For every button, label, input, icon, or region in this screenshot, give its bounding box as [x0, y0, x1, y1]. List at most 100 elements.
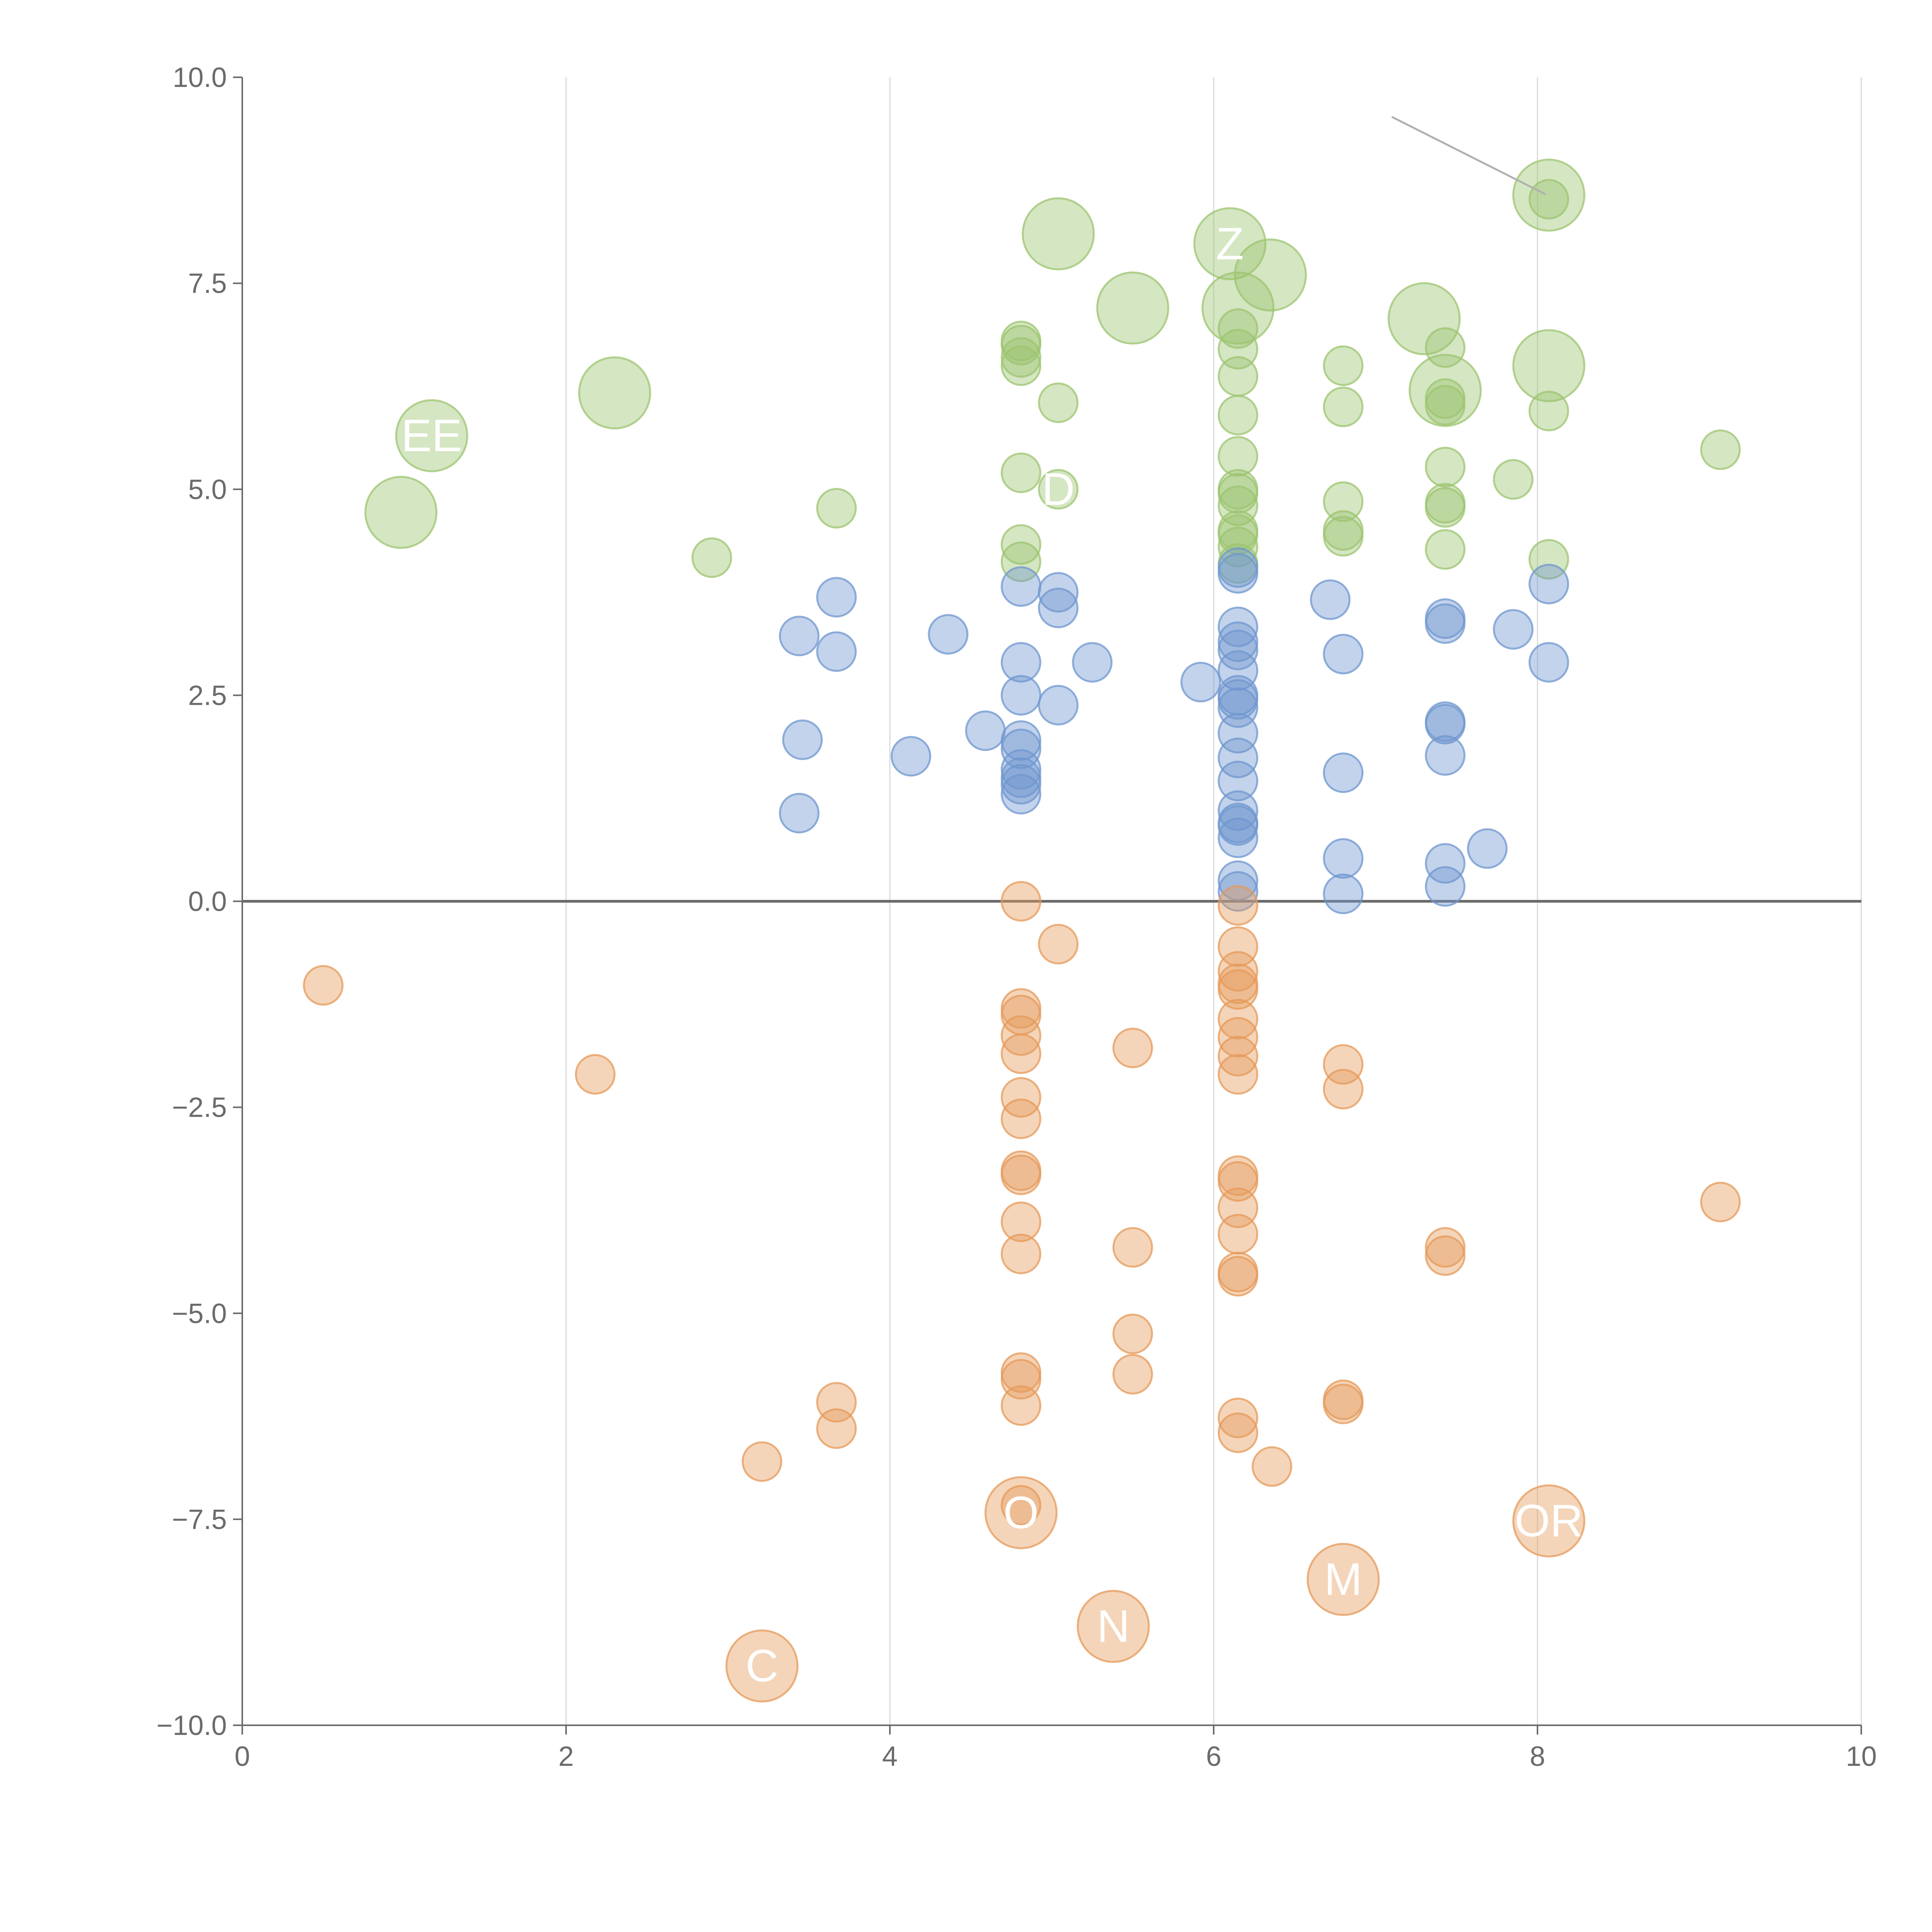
- bubble-low: [1038, 923, 1079, 964]
- bubble-low: [1218, 1214, 1259, 1255]
- y-tick-label: −5.0: [172, 1298, 227, 1329]
- bubble-low: [1700, 1182, 1741, 1223]
- bubble-high: [1000, 452, 1041, 493]
- bubble-high: [1000, 337, 1041, 378]
- bubble-label: M: [1324, 1554, 1362, 1605]
- bubble-high: [395, 399, 468, 473]
- bubble-high: [1000, 325, 1041, 366]
- bubble-label: EE: [401, 410, 462, 461]
- bubble-low: [1218, 926, 1259, 967]
- bubble-mid: [779, 616, 820, 656]
- bubble-mid: [1038, 572, 1079, 613]
- bubble-mid: [1180, 662, 1221, 702]
- bubble-low: [1000, 881, 1041, 922]
- axes: 10.0 7.5 5.0 2.5 0.0 −2.5 −5.0 −7.5 −10.0 0 2 4 6 8 10: [156, 62, 1877, 1772]
- bubble-high: [1388, 282, 1461, 355]
- bubble-low: [1000, 1015, 1041, 1056]
- bubble-high: [1425, 385, 1466, 426]
- bubble-mid: [965, 710, 1006, 751]
- y-tick-label: 5.0: [188, 474, 227, 505]
- bubble-high: [1038, 382, 1079, 423]
- bubble-high: [1512, 329, 1585, 402]
- bubble-labels: EE D Z C O N M OR: [401, 116, 1583, 1691]
- bubble-mid: [1425, 866, 1466, 907]
- bubble-low: [1218, 1036, 1259, 1077]
- bubble-mid: [1528, 563, 1569, 604]
- bubble-low: [1425, 1235, 1466, 1276]
- bubble-mid: [1218, 621, 1259, 662]
- bubble-mid: [816, 577, 857, 618]
- bubble-high: [1000, 524, 1041, 565]
- bubble-mid: [1425, 603, 1466, 644]
- y-tick-label: −7.5: [172, 1504, 227, 1535]
- bubble-low: [725, 1629, 799, 1702]
- y-tick-label: 7.5: [188, 268, 227, 299]
- bubble-label: D: [1042, 464, 1075, 515]
- bubble-low: [1218, 1398, 1259, 1439]
- x-tick-label: 0: [235, 1741, 250, 1772]
- bubble-mid: [1323, 752, 1364, 793]
- bubble-low: [1306, 1543, 1380, 1616]
- bubble-mid: [1072, 642, 1113, 683]
- bubble-mid: [779, 793, 820, 833]
- y-tick-label: −10.0: [156, 1710, 227, 1741]
- bubble-low: [1512, 1484, 1585, 1558]
- bubble-mid: [1218, 679, 1259, 720]
- bubble-mid: [1218, 760, 1259, 801]
- bubble-high: [1512, 158, 1585, 232]
- bubble-low: [1000, 1033, 1041, 1074]
- bubble-high: [1528, 539, 1569, 580]
- bubble-high: [1193, 207, 1267, 281]
- bubble-mid: [1310, 579, 1351, 620]
- bubble-label: Z: [1216, 218, 1244, 269]
- bubble-label: O: [1003, 1487, 1039, 1538]
- bubble-mid: [1323, 873, 1364, 914]
- bubble-mid: [1323, 838, 1364, 879]
- bubble-mid: [816, 631, 857, 672]
- bubble-high: [1425, 487, 1466, 528]
- bubble-low: [303, 965, 344, 1006]
- bubble-low: [816, 1408, 857, 1449]
- bubble-mid: [890, 736, 931, 777]
- bubble-mid: [1000, 720, 1041, 761]
- bubble-high: [1528, 391, 1569, 432]
- bubble-low: [1218, 998, 1259, 1039]
- bubble-mid: [1000, 566, 1041, 607]
- bubble-high: [816, 488, 857, 529]
- bubble-low: [575, 1054, 616, 1095]
- bubble-high: [1218, 308, 1259, 349]
- x-tick-label: 8: [1530, 1741, 1545, 1772]
- bubble-high: [1323, 345, 1364, 386]
- bubble-low: [1323, 1383, 1364, 1424]
- bubble-high: [1493, 459, 1534, 500]
- bubble-low: [742, 1441, 782, 1482]
- bubble-high: [1528, 179, 1569, 220]
- bubble-low: [1000, 1485, 1041, 1526]
- bubble-mid: [1218, 860, 1259, 901]
- bubble-mid: [1000, 675, 1041, 716]
- bubble-high: [1425, 529, 1466, 570]
- bubble-mid: [1218, 737, 1259, 778]
- bubble-high: [1022, 197, 1095, 270]
- bubble-mid: [1467, 828, 1508, 869]
- bubble-low: [1218, 969, 1259, 1010]
- bubble-low: [1252, 1446, 1293, 1487]
- bubble-mid: [1425, 704, 1466, 745]
- bubble-high: [1000, 345, 1041, 386]
- bubble-high: [1323, 386, 1364, 427]
- x-tick-label: 6: [1206, 1741, 1221, 1772]
- bubble-mid: [1000, 642, 1041, 683]
- bubble-low: [1218, 885, 1259, 926]
- x-tick-label: 4: [882, 1741, 898, 1772]
- bubble-low: [1218, 951, 1259, 992]
- y-tick-label: 0.0: [188, 886, 227, 917]
- bubble-mid: [1000, 774, 1041, 815]
- bubble-mid: [1218, 817, 1259, 858]
- bubble-high: [1038, 469, 1079, 510]
- bubble-mid: [1000, 728, 1041, 769]
- bubble-low: [1323, 1069, 1364, 1110]
- y-tick-label: 10.0: [173, 62, 227, 93]
- bubble-low: [1218, 1412, 1259, 1453]
